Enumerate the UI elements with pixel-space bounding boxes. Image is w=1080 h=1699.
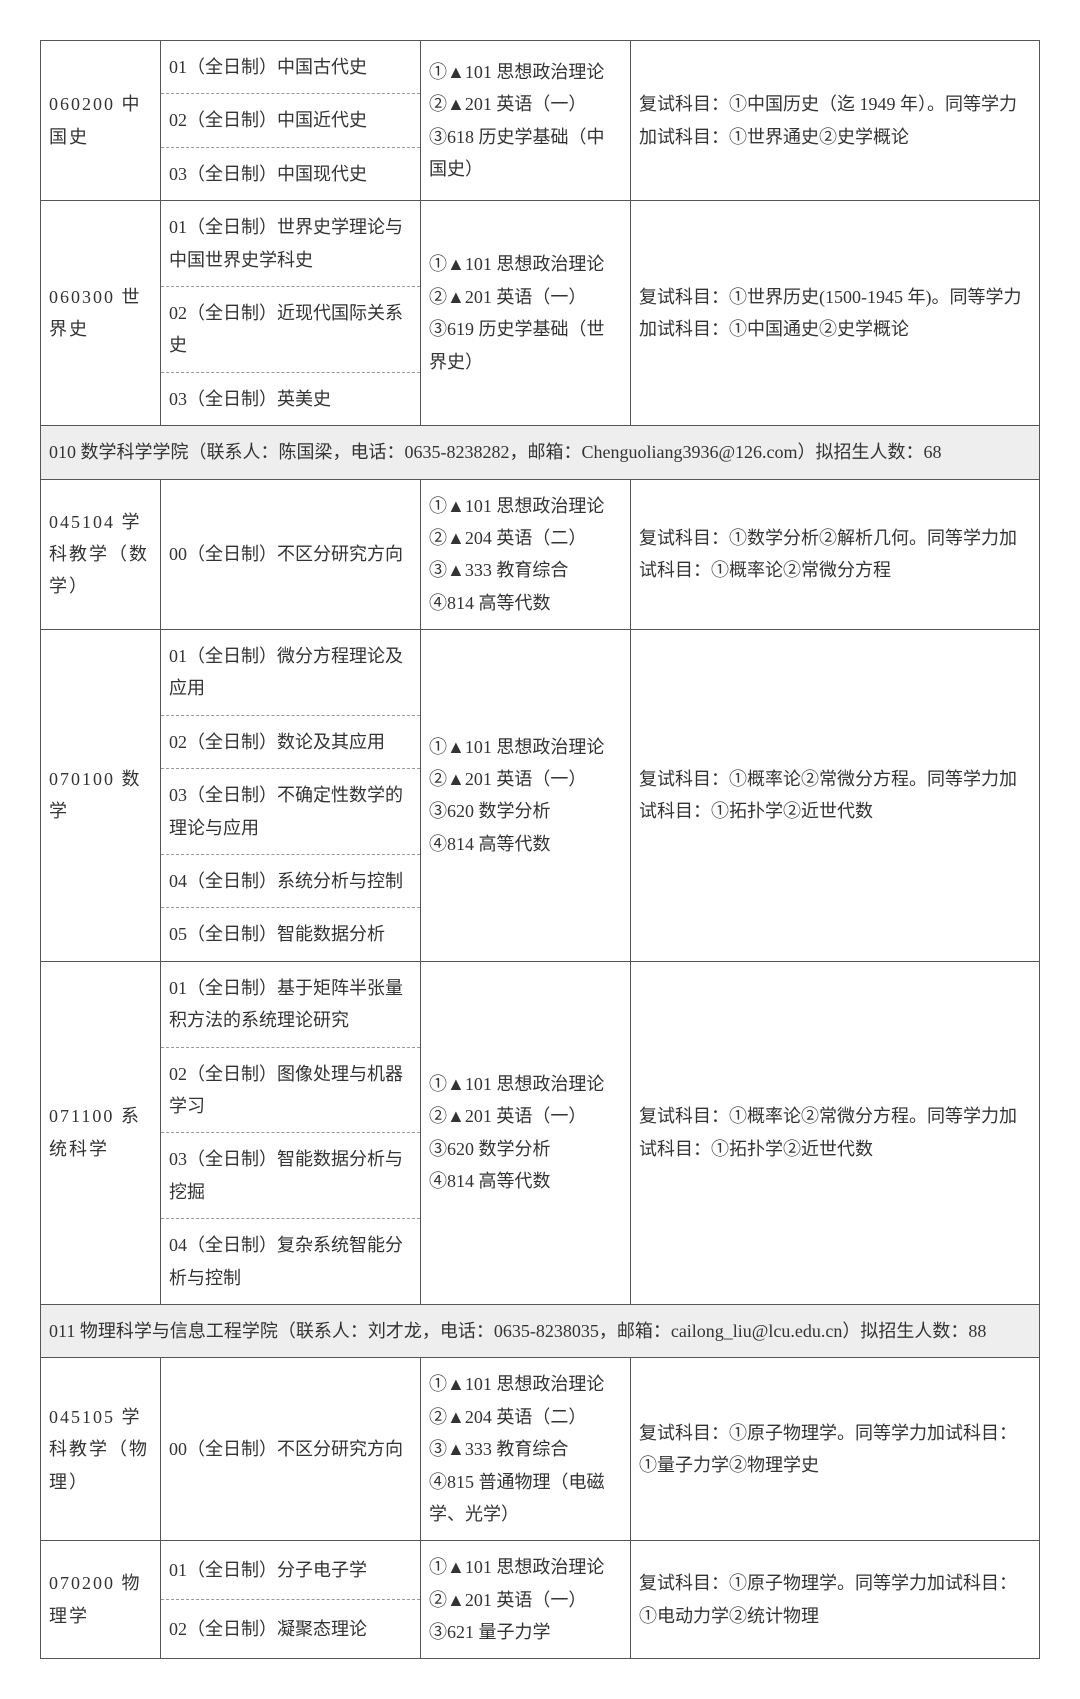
note: 复试科目：①概率论②常微分方程。同等学力加试科目：①拓扑学②近世代数	[631, 961, 1040, 1304]
major-code: 045104 学科教学（数学）	[41, 479, 161, 630]
note: 复试科目：①数学分析②解析几何。同等学力加试科目：①概率论②常微分方程	[631, 479, 1040, 630]
catalog-table: 060200 中国史 01（全日制）中国古代史 ①▲101 思想政治理论 ②▲2…	[40, 40, 1040, 1659]
table-row: 071100 系统科学 01（全日制）基于矩阵半张量积方法的系统理论研究 ①▲1…	[41, 961, 1040, 1047]
table-row: 060200 中国史 01（全日制）中国古代史 ①▲101 思想政治理论 ②▲2…	[41, 41, 1040, 94]
direction: 03（全日制）英美史	[161, 372, 421, 425]
exam-subjects: ①▲101 思想政治理论 ②▲201 英语（一） ③620 数学分析 ④814 …	[421, 961, 631, 1304]
direction: 00（全日制）不区分研究方向	[161, 479, 421, 630]
department-header: 010 数学科学学院（联系人：陈国梁，电话：0635-8238282，邮箱：Ch…	[41, 426, 1040, 479]
note: 复试科目：①概率论②常微分方程。同等学力加试科目：①拓扑学②近世代数	[631, 630, 1040, 962]
exam-subjects: ①▲101 思想政治理论 ②▲201 英语（一） ③619 历史学基础（世界史）	[421, 201, 631, 426]
department-text: 011 物理科学与信息工程学院（联系人：刘才龙，电话：0635-8238035，…	[41, 1304, 1040, 1357]
direction: 02（全日制）中国近代史	[161, 94, 421, 147]
table-row: 070100 数学 01（全日制）微分方程理论及应用 ①▲101 思想政治理论 …	[41, 630, 1040, 716]
table-row: 070200 物理学 01（全日制）分子电子学 ①▲101 思想政治理论 ②▲2…	[41, 1541, 1040, 1600]
direction: 04（全日制）系统分析与控制	[161, 855, 421, 908]
direction: 03（全日制）智能数据分析与挖掘	[161, 1133, 421, 1219]
direction: 00（全日制）不区分研究方向	[161, 1358, 421, 1541]
direction: 03（全日制）不确定性数学的理论与应用	[161, 769, 421, 855]
table-row: 045104 学科教学（数学） 00（全日制）不区分研究方向 ①▲101 思想政…	[41, 479, 1040, 630]
major-code: 060200 中国史	[41, 41, 161, 201]
exam-subjects: ①▲101 思想政治理论 ②▲201 英语（一） ③620 数学分析 ④814 …	[421, 630, 631, 962]
table-row: 045105 学科教学（物理） 00（全日制）不区分研究方向 ①▲101 思想政…	[41, 1358, 1040, 1541]
direction: 02（全日制）近现代国际关系史	[161, 286, 421, 372]
direction: 05（全日制）智能数据分析	[161, 908, 421, 961]
direction: 01（全日制）微分方程理论及应用	[161, 630, 421, 716]
exam-subjects: ①▲101 思想政治理论 ②▲204 英语（二） ③▲333 教育综合 ④814…	[421, 479, 631, 630]
note: 复试科目：①世界历史(1500-1945 年)。同等学力加试科目：①中国通史②史…	[631, 201, 1040, 426]
direction: 02（全日制）凝聚态理论	[161, 1600, 421, 1659]
note: 复试科目：①原子物理学。同等学力加试科目：①量子力学②物理学史	[631, 1358, 1040, 1541]
major-code: 060300 世界史	[41, 201, 161, 426]
exam-subjects: ①▲101 思想政治理论 ②▲204 英语（二） ③▲333 教育综合 ④815…	[421, 1358, 631, 1541]
major-code: 070100 数学	[41, 630, 161, 962]
direction: 01（全日制）世界史学理论与中国世界史学科史	[161, 201, 421, 287]
department-header: 011 物理科学与信息工程学院（联系人：刘才龙，电话：0635-8238035，…	[41, 1304, 1040, 1357]
direction: 03（全日制）中国现代史	[161, 147, 421, 200]
direction: 01（全日制）分子电子学	[161, 1541, 421, 1600]
direction: 04（全日制）复杂系统智能分析与控制	[161, 1219, 421, 1305]
exam-subjects: ①▲101 思想政治理论 ②▲201 英语（一） ③621 量子力学	[421, 1541, 631, 1659]
note: 复试科目：①原子物理学。同等学力加试科目：①电动力学②统计物理	[631, 1541, 1040, 1659]
table-row: 060300 世界史 01（全日制）世界史学理论与中国世界史学科史 ①▲101 …	[41, 201, 1040, 287]
exam-subjects: ①▲101 思想政治理论 ②▲201 英语（一） ③618 历史学基础（中国史）	[421, 41, 631, 201]
major-code: 070200 物理学	[41, 1541, 161, 1659]
direction: 02（全日制）图像处理与机器学习	[161, 1047, 421, 1133]
major-code: 071100 系统科学	[41, 961, 161, 1304]
direction: 01（全日制）基于矩阵半张量积方法的系统理论研究	[161, 961, 421, 1047]
direction: 01（全日制）中国古代史	[161, 41, 421, 94]
department-text: 010 数学科学学院（联系人：陈国梁，电话：0635-8238282，邮箱：Ch…	[41, 426, 1040, 479]
direction: 02（全日制）数论及其应用	[161, 715, 421, 768]
major-code: 045105 学科教学（物理）	[41, 1358, 161, 1541]
note: 复试科目：①中国历史（迄 1949 年）。同等学力加试科目：①世界通史②史学概论	[631, 41, 1040, 201]
